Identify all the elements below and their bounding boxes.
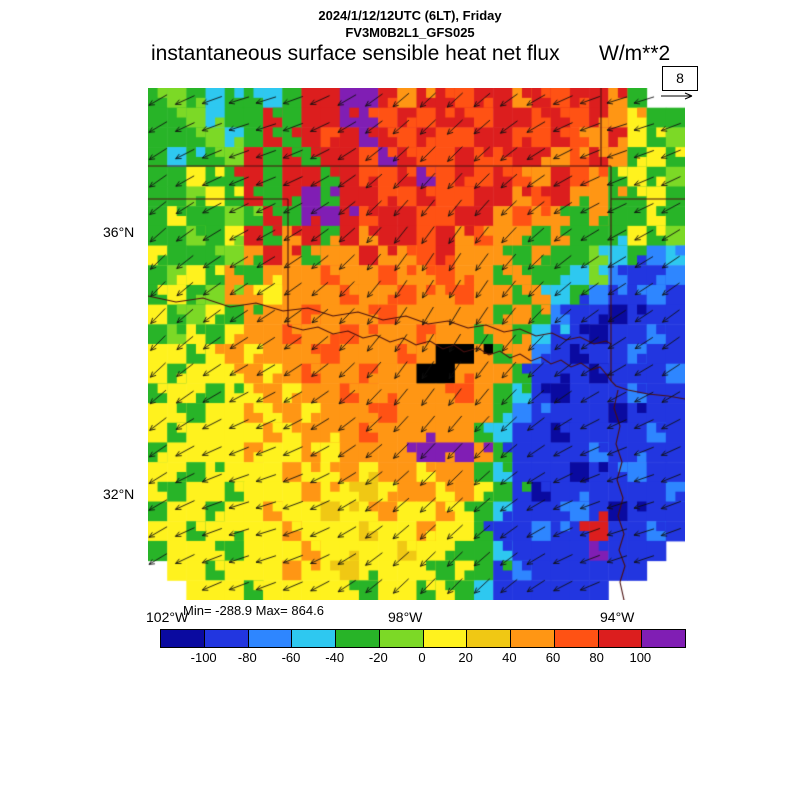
colorbar-tick-label: 60: [545, 650, 561, 665]
colorbar-segment: [554, 630, 599, 647]
colorbar-segment: [423, 630, 468, 647]
colorbar-segment: [642, 630, 685, 647]
colorbar-segment: [248, 630, 293, 647]
colorbar-segment: [379, 630, 424, 647]
colorbar-tick-labels: -100 -80 -60 -40 -20 0 20 40 60 80 100: [160, 650, 684, 666]
colorbar-tick-label: 100: [629, 650, 652, 665]
lon-label-94w: 94°W: [600, 609, 635, 625]
minmax-label: Min= -288.9 Max= 864.6: [183, 603, 324, 618]
lat-label-36n: 36°N: [103, 224, 135, 240]
valid-time-line: 2024/1/12/12UTC (6LT), Friday: [318, 8, 502, 23]
colorbar-tick-label: -40: [325, 650, 345, 665]
colorbar-segment: [511, 630, 555, 647]
lat-label-32n: 32°N: [103, 486, 135, 502]
lon-label-102w: 102°W: [146, 609, 189, 625]
wind-reference-box: 8: [662, 66, 698, 91]
colorbar-tick-label: -20: [368, 650, 388, 665]
colorbar-segment: [336, 630, 380, 647]
colorbar-segment: [161, 630, 205, 647]
colorbar-segment: [467, 630, 511, 647]
map-plot-area: [148, 88, 685, 600]
colorbar-segment: [598, 630, 643, 647]
colorbar-tick-label: 20: [458, 650, 473, 665]
heatflux-map-canvas: [148, 88, 685, 600]
wind-reference-value: 8: [676, 70, 684, 86]
colorbar: [160, 629, 686, 648]
colorbar-tick-label: 0: [418, 650, 426, 665]
colorbar-tick-label: 40: [502, 650, 517, 665]
lon-label-98w: 98°W: [388, 609, 423, 625]
colorbar-tick-label: -100: [190, 650, 217, 665]
colorbar-tick-label: 80: [589, 650, 604, 665]
colorbar-tick-label: -60: [281, 650, 301, 665]
colorbar-tick-label: -80: [237, 650, 257, 665]
colorbar-segment: [204, 630, 249, 647]
colorbar-segment: [292, 630, 336, 647]
model-line: FV3M0B2L1_GFS025: [345, 25, 475, 40]
units-label: W/m**2: [599, 42, 671, 65]
plot-title: instantaneous surface sensible heat net …: [151, 42, 560, 65]
